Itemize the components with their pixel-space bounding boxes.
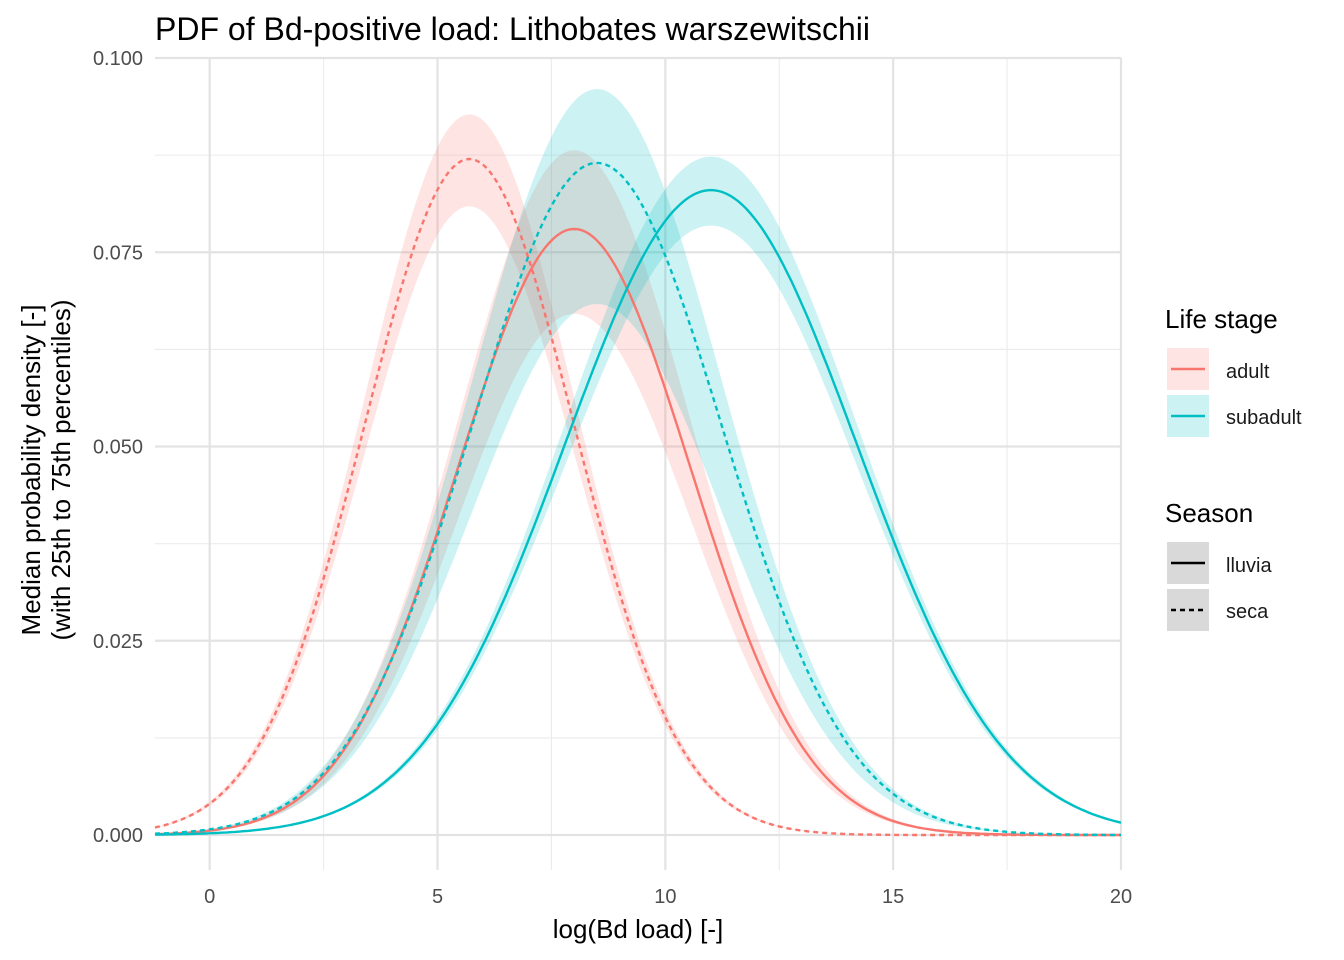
chart-title: PDF of Bd-positive load: Lithobates wars… [155, 11, 870, 47]
legend-season-title: Season [1165, 498, 1253, 528]
legend-life-stage: Life stage adult subadult [1165, 304, 1302, 437]
x-tick-label: 20 [1110, 886, 1132, 908]
y-axis-title: Median probability density [-] (with 25t… [16, 299, 76, 640]
legend-label-adult: adult [1226, 361, 1270, 383]
legend-label-lluvia: lluvia [1226, 555, 1272, 577]
band-subadult-lluvia [155, 156, 1121, 835]
y-axis-title-line-2: (with 25th to 75th percentiles) [46, 299, 76, 640]
grid-minor [155, 58, 1121, 870]
x-tick-label: 15 [882, 886, 904, 908]
legend-item-adult: adult [1167, 348, 1270, 390]
legend-label-seca: seca [1226, 601, 1269, 623]
legend-item-seca: seca [1167, 589, 1269, 631]
line-subadult-seca [154, 161, 1121, 837]
confidence-bands [155, 89, 1121, 835]
x-tick-label: 5 [432, 886, 443, 908]
x-axis-title: log(Bd load) [-] [553, 914, 724, 944]
legend-item-subadult: subadult [1167, 395, 1302, 437]
y-tick-label: 0.000 [93, 825, 143, 847]
line-adult-lluvia [154, 227, 1121, 837]
legend-item-lluvia: lluvia [1167, 542, 1272, 584]
legend-season: Season lluvia seca [1165, 498, 1272, 631]
y-tick-label: 0.075 [93, 242, 143, 264]
x-tick-label: 10 [654, 886, 676, 908]
y-tick-label: 0.025 [93, 631, 143, 653]
y-tick-label: 0.050 [93, 437, 143, 459]
y-tick-label: 0.100 [93, 48, 143, 70]
y-axis-title-line-1: Median probability density [-] [16, 305, 46, 636]
x-tick-labels: 0 5 10 15 20 [204, 886, 1132, 908]
band-adult-lluvia [155, 150, 1121, 835]
legend-label-subadult: subadult [1226, 407, 1302, 429]
band-adult-seca [155, 114, 1121, 835]
band-subadult-seca [155, 89, 1121, 835]
line-adult-seca [154, 157, 1121, 837]
y-tick-labels: 0.000 0.025 0.050 0.075 0.100 [93, 48, 143, 847]
x-tick-label: 0 [204, 886, 215, 908]
line-subadult-lluvia [154, 188, 1122, 836]
series-lines [154, 157, 1122, 837]
legend-life-stage-title: Life stage [1165, 304, 1278, 334]
